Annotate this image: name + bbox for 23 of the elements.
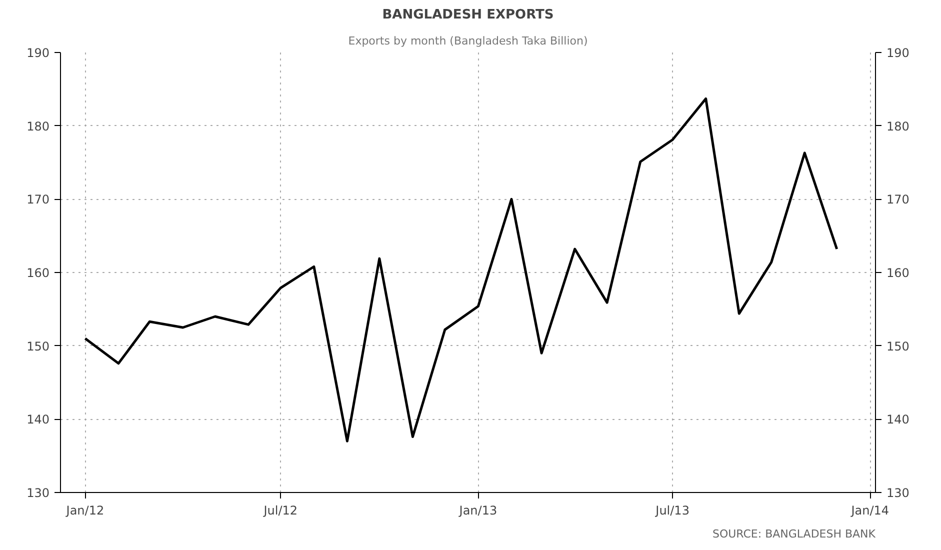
source-note: SOURCE: BANGLADESH BANK <box>712 528 876 540</box>
x-tick-label: Jul/12 <box>262 504 298 518</box>
line-series <box>84 97 838 442</box>
x-tick-label: Jan/13 <box>458 504 498 518</box>
x-tick-label: Jan/14 <box>850 504 890 518</box>
y-tick-label: 190 <box>26 46 50 60</box>
y-tick-label: 130 <box>26 486 50 500</box>
y-tick-label: 160 <box>26 266 50 280</box>
y2-tick-label: 140 <box>886 412 910 427</box>
chart-title: BANGLADESH EXPORTS <box>382 8 554 22</box>
y2-tick-label: 130 <box>886 486 910 500</box>
y-tick-label: 170 <box>26 192 50 207</box>
x-tick-label: Jul/13 <box>654 504 690 518</box>
y2-tick-label: 150 <box>886 339 910 354</box>
y-tick-label: 140 <box>26 412 50 427</box>
y2-tick-label: 190 <box>886 46 910 60</box>
y-tick-label: 150 <box>26 339 50 354</box>
y-tick-label: 180 <box>26 119 50 134</box>
y2-tick-label: 160 <box>886 266 910 280</box>
y2-tick-label: 180 <box>886 119 910 134</box>
y2-tick-label: 170 <box>886 192 910 207</box>
x-tick-label: Jan/12 <box>65 504 104 518</box>
chart-subtitle: Exports by month (Bangladesh Taka Billion) <box>348 34 588 48</box>
